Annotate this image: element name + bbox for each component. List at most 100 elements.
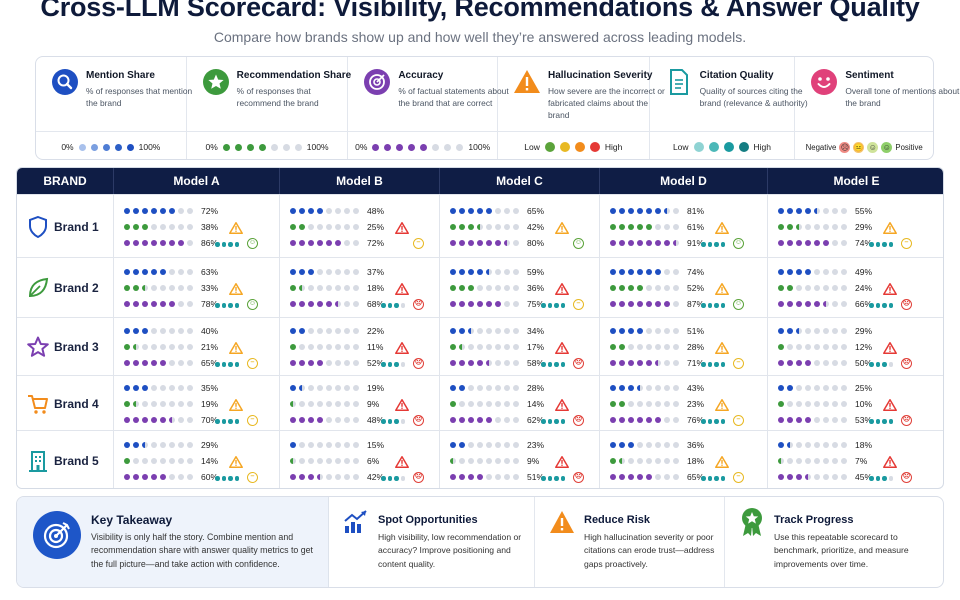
sentiment-neutral-icon: – xyxy=(247,358,258,369)
hallucination-warning-icon xyxy=(395,341,409,354)
mention-dots xyxy=(610,208,679,214)
mention-meter: 74% xyxy=(610,267,758,278)
sentiment-negative-icon: ☹ xyxy=(413,358,424,369)
citation-dots xyxy=(869,303,893,308)
accuracy-meter: 74% xyxy=(778,238,935,249)
accuracy-meter: 71% xyxy=(610,358,758,369)
mention-meter: 35% xyxy=(124,383,270,394)
recommendation-dots xyxy=(450,224,519,230)
accuracy-value: 91% xyxy=(687,238,705,248)
accuracy-meter: 76% xyxy=(610,415,758,426)
hallucination-warning-icon xyxy=(395,398,409,411)
accuracy-dots xyxy=(778,360,847,366)
accuracy-meter: 72% xyxy=(290,238,430,249)
recommendation-value: 33% xyxy=(201,283,219,293)
mention-value: 49% xyxy=(855,267,873,277)
warning-icon xyxy=(549,509,575,535)
recommendation-meter: 21% xyxy=(124,342,270,353)
legend-scale: Low High xyxy=(524,142,623,152)
recommendation-dots xyxy=(290,285,359,291)
accuracy-value: 65% xyxy=(687,472,705,482)
mention-meter: 19% xyxy=(290,383,430,394)
citation-dots xyxy=(215,419,239,424)
hallucination-warning-icon xyxy=(883,282,897,295)
accuracy-meter: 62% xyxy=(450,415,590,426)
accuracy-meter: 86% xyxy=(124,238,270,249)
hallucination-warning-icon xyxy=(229,341,243,354)
accuracy-meter: 91% xyxy=(610,238,758,249)
recommendation-meter: 19% xyxy=(124,399,270,410)
score-cell: 23% 9% 51% ☹ xyxy=(440,431,600,488)
sentiment-positive-icon: ☺ xyxy=(733,238,744,249)
leaf-icon xyxy=(27,277,49,299)
recommendation-dots xyxy=(124,344,193,350)
score-cell: 72% 38% 86% ☺ xyxy=(114,195,280,257)
score-cell: 25% 10% 53% ☹ xyxy=(768,376,943,430)
mention-meter: 48% xyxy=(290,206,430,217)
recommendation-meter: 11% xyxy=(290,342,430,353)
citation-dots xyxy=(215,362,239,367)
star-badge-icon xyxy=(202,68,230,96)
hallucination-warning-icon xyxy=(555,221,569,234)
recommendation-value: 23% xyxy=(687,399,705,409)
mention-value: 23% xyxy=(527,440,545,450)
legend-scale: 0% 100% xyxy=(61,142,161,152)
takeaway-title: Key Takeaway xyxy=(91,513,173,527)
mention-meter: 72% xyxy=(124,206,270,217)
sentiment-negative-icon: ☹ xyxy=(901,299,912,310)
score-cell: 29% 14% 60% – xyxy=(114,431,280,488)
mention-value: 29% xyxy=(201,440,219,450)
accuracy-meter: 52% xyxy=(290,358,430,369)
mention-dots xyxy=(610,328,679,334)
hallucination-warning-icon xyxy=(715,282,729,295)
metrics-legend: Mention Share % of responses that mentio… xyxy=(35,56,959,160)
brand-name: Brand 4 xyxy=(54,397,99,411)
recommendation-value: 24% xyxy=(855,283,873,293)
recommendation-meter: 24% xyxy=(778,283,935,294)
recommendation-meter: 14% xyxy=(450,399,590,410)
citation-dots xyxy=(541,419,565,424)
happy-face-icon: ☺ xyxy=(881,141,893,153)
accuracy-value: 86% xyxy=(201,238,219,248)
accuracy-dots xyxy=(124,474,193,480)
recommendation-meter: 9% xyxy=(290,399,430,410)
accuracy-dots xyxy=(124,360,193,366)
sentiment-positive-icon: ☺ xyxy=(573,238,584,249)
model-d-header: Model D xyxy=(600,168,768,194)
citation-dots xyxy=(541,303,565,308)
recommendation-value: 21% xyxy=(201,342,219,352)
legend-sentiment: Sentiment Overall tone of mentions about… xyxy=(795,57,959,159)
hallucination-warning-icon xyxy=(395,455,409,468)
recommendation-value: 9% xyxy=(367,399,380,409)
mention-value: 34% xyxy=(527,326,545,336)
accuracy-meter: 80% xyxy=(450,238,590,249)
recommendation-meter: 7% xyxy=(778,456,935,467)
recommendation-dots xyxy=(290,401,359,407)
score-cell: 35% 19% 70% – xyxy=(114,376,280,430)
star-icon xyxy=(27,336,49,358)
sentiment-negative-icon: ☹ xyxy=(573,358,584,369)
citation-dots xyxy=(215,242,239,247)
score-cell: 15% 6% 42% ☹ xyxy=(280,431,440,488)
hallucination-warning-icon xyxy=(395,221,409,234)
accuracy-meter: 68% xyxy=(290,299,430,310)
accuracy-meter: 58% xyxy=(450,358,590,369)
hallucination-warning-icon xyxy=(395,282,409,295)
citation-dots xyxy=(701,303,725,308)
mention-meter: 49% xyxy=(778,267,935,278)
accuracy-meter: 65% xyxy=(610,472,758,483)
recommendation-meter: 25% xyxy=(290,222,430,233)
accuracy-value: 52% xyxy=(367,358,385,368)
mention-value: 28% xyxy=(527,383,545,393)
mention-dots xyxy=(124,269,193,275)
recommendation-value: 18% xyxy=(687,456,705,466)
target-icon xyxy=(363,68,391,96)
sentiment-negative-icon: ☹ xyxy=(573,472,584,483)
citation-dots xyxy=(869,362,893,367)
accuracy-meter: 48% xyxy=(290,415,430,426)
mention-value: 37% xyxy=(367,267,385,277)
score-cell: 63% 33% 78% ☺ xyxy=(114,258,280,317)
sentiment-neutral-icon: – xyxy=(247,415,258,426)
mention-meter: 15% xyxy=(290,440,430,451)
recommendation-dots xyxy=(450,458,519,464)
